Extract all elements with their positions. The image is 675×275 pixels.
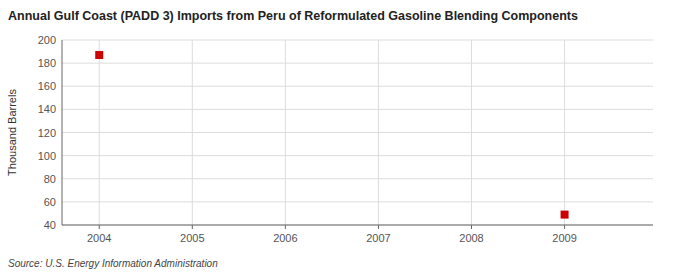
- point: [95, 51, 103, 59]
- x-grid-line: [564, 40, 565, 225]
- x-tick: [285, 225, 286, 229]
- axes: 40 60 80 100 120 140 160 180 200 2004 2005 2006 2007…: [38, 34, 653, 244]
- chart-container: Annual Gulf Coast (PADD 3) Imports from …: [0, 0, 675, 275]
- x-tick: [378, 225, 379, 229]
- x-tick: [564, 225, 565, 229]
- y-tick-label: 180: [38, 57, 56, 69]
- point: [561, 211, 569, 219]
- x-tick-label: 2008: [459, 232, 483, 244]
- x-tick-label: 2004: [87, 232, 111, 244]
- x-grid-line: [471, 40, 472, 225]
- chart-svg: Annual Gulf Coast (PADD 3) Imports from …: [0, 0, 675, 275]
- x-grid-line: [99, 40, 100, 225]
- y-tick-label: 140: [38, 103, 56, 115]
- x-tick-label: 2006: [273, 232, 297, 244]
- y-tick-label: 40: [44, 219, 56, 231]
- y-tick-label: 60: [44, 196, 56, 208]
- annotation: Source: U.S. Energy Information Administ…: [8, 258, 218, 269]
- page: {"chart_data": {"type": "scatter", "titl…: [0, 0, 675, 275]
- x-tick-label: 2007: [366, 232, 390, 244]
- y-grid-line: [62, 225, 653, 226]
- y-tick-label: 200: [38, 34, 56, 46]
- x-tick-label: 2005: [180, 232, 204, 244]
- y-tick-label: 80: [44, 173, 56, 185]
- x-tick: [471, 225, 472, 229]
- background: [0, 0, 675, 275]
- plot-area: [95, 51, 568, 219]
- x-grid-line: [378, 40, 379, 225]
- y-axis-line: [62, 40, 63, 225]
- title: Annual Gulf Coast (PADD 3) Imports from …: [8, 9, 578, 23]
- x-tick-label: 2009: [552, 232, 576, 244]
- x-tick: [192, 225, 193, 229]
- y-tick-label: 100: [38, 150, 56, 162]
- x-tick: [99, 225, 100, 229]
- y-tick-label: 160: [38, 80, 56, 92]
- y-axis-label: Thousand Barrels: [6, 89, 18, 176]
- grid: [62, 40, 653, 225]
- x-grid-line: [192, 40, 193, 225]
- y-tick-label: 120: [38, 127, 56, 139]
- x-grid-line: [285, 40, 286, 225]
- x-axis-line: [62, 225, 653, 226]
